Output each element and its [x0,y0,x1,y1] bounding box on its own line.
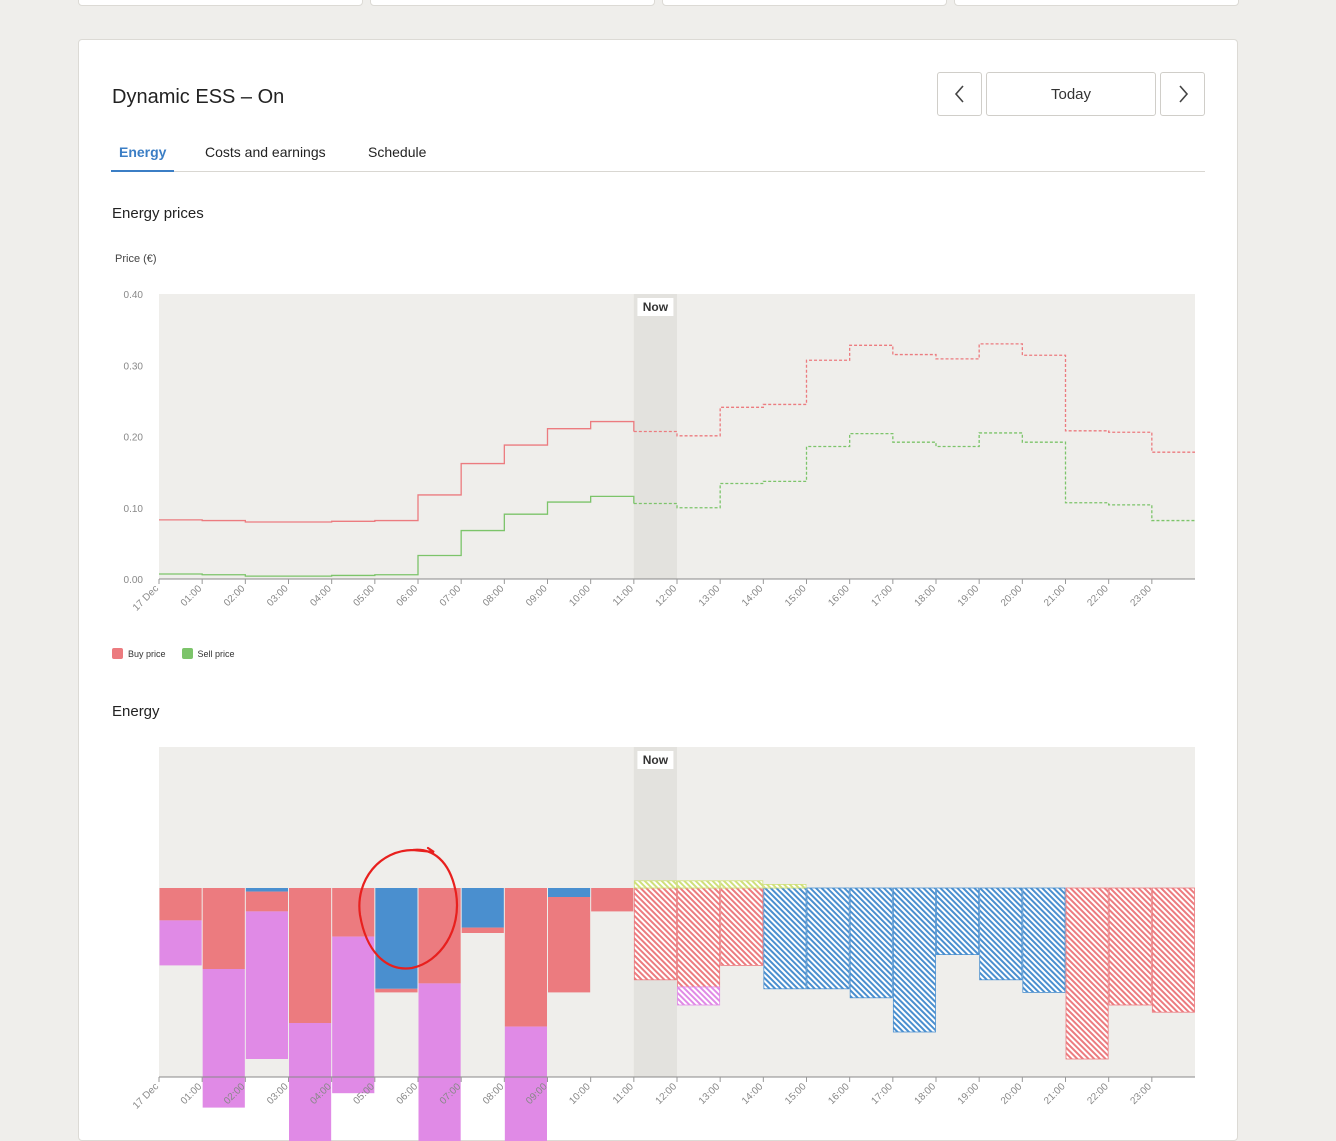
buy-price-forecast-line [633,343,1195,453]
x-tick-label: 08:00 [481,1081,507,1107]
now-label: Now [643,300,669,314]
energy-bar-consumption [202,969,245,1108]
energy-bar-grid-import [418,888,461,984]
energy-bar-consumption [418,983,461,1141]
tab-costs-and-earnings[interactable]: Costs and earnings [205,144,326,160]
energy-bar-solar [720,880,764,889]
energy-bar-grid-import [677,887,721,988]
x-tick-label: 06:00 [395,1081,421,1107]
energy-bar-battery [375,888,418,989]
energy-bar-consumption [159,920,202,966]
now-badge [637,751,674,769]
energy-section-title: Energy [112,703,160,720]
x-tick-label: 20:00 [999,1081,1025,1107]
sell-price-swatch [181,648,193,659]
energy-bar-grid-import [461,927,504,933]
x-tick-label: 13:00 [697,1081,723,1107]
tab-schedule[interactable]: Schedule [368,144,427,160]
energy-bar-battery [245,888,288,892]
legend-buy-label: Buy price [128,648,166,659]
y-tick-label: 0.00 [124,575,144,586]
energy-bar-grid-import [591,888,634,912]
x-tick-label: 18:00 [913,1081,939,1107]
energy-bar-grid-import [289,888,332,1023]
today-button[interactable]: Today [986,72,1156,116]
x-tick-label: 12:00 [654,1081,680,1107]
energy-bar-consumption [677,986,721,1006]
y-tick-label: 0.40 [124,290,144,301]
x-tick-label: 17 Dec [131,1081,161,1111]
energy-bar-grid-import [720,887,764,966]
tab-bar: Energy Costs and earnings Schedule [111,140,1205,172]
x-tick-label: 10:00 [567,1081,593,1107]
energy-bar-grid-import [159,888,202,921]
x-tick-label: 22:00 [1085,1081,1111,1107]
next-day-button[interactable] [1160,72,1205,116]
energy-bar-battery [892,887,936,1033]
energy-bar-solar [633,880,677,889]
energy-bar-grid-import [548,897,591,993]
now-label: Now [643,753,669,767]
energy-prices-title: Energy prices [112,205,204,222]
summary-card-3 [662,0,947,6]
energy-bar-grid-import [633,887,677,981]
card-title: Dynamic ESS – On [112,86,285,108]
energy-bar-consumption [245,911,288,1059]
summary-card-2 [370,0,655,6]
energy-bar-battery [1022,887,1066,993]
sell-price-line [159,495,635,577]
energy-bar-grid-import [1108,887,1152,1006]
x-tick-label: 17:00 [869,1081,895,1107]
red-circle-annotation [358,846,459,970]
energy-bar-battery [849,887,893,999]
x-tick-label: 21:00 [1042,1081,1068,1107]
chevron-left-icon [954,85,964,103]
legend-sell-label: Sell price [197,648,235,659]
energy-bar-grid-import [202,888,245,969]
tab-energy[interactable]: Energy [111,144,175,172]
energy-bar-consumption [332,936,375,1094]
energy-bar-solar [677,880,721,889]
buy-price-line [159,420,635,523]
x-tick-label: 16:00 [826,1081,852,1107]
energy-bar-grid-import [332,888,375,937]
y-tick-label: 0.20 [124,433,144,444]
y-tick-label: 0.10 [124,504,144,515]
summary-card-1 [78,0,363,6]
chevron-right-icon [1178,85,1188,103]
now-band [633,294,677,579]
price-axis-label: Price (€) [115,253,157,265]
legend-buy-price[interactable]: Buy price [112,648,166,659]
energy-bar-battery [763,887,807,990]
energy-bar-battery [461,888,504,928]
energy-bar-grid-import [375,988,418,993]
energy-bar-battery [548,888,591,897]
x-tick-label: 01:00 [179,1081,205,1107]
x-tick-label: 11:00 [611,1081,636,1106]
x-tick-label: 14:00 [740,1081,766,1107]
buy-price-swatch [112,648,123,659]
energy-bar-grid-import [1065,887,1109,1060]
sell-price-forecast-line [633,432,1195,522]
energy-bar-battery [936,887,980,955]
energy-bar-grid-import [504,888,547,1027]
x-tick-label: 15:00 [783,1081,809,1107]
energy-bar-grid-import [245,891,288,912]
x-tick-label: 23:00 [1128,1081,1154,1107]
legend-sell-price[interactable]: Sell price [181,648,235,659]
price-legend: Buy price Sell price [112,648,235,659]
previous-day-button[interactable] [937,72,982,116]
now-badge [637,298,674,316]
energy-bar-battery [806,887,850,990]
energy-bar-grid-import [1151,887,1195,1013]
y-tick-label: 0.30 [124,361,144,372]
x-tick-label: 03:00 [265,1081,291,1107]
energy-bar-solar [763,884,807,889]
energy-bar-battery [979,887,1023,981]
summary-card-4 [954,0,1239,6]
x-tick-label: 19:00 [956,1081,982,1107]
